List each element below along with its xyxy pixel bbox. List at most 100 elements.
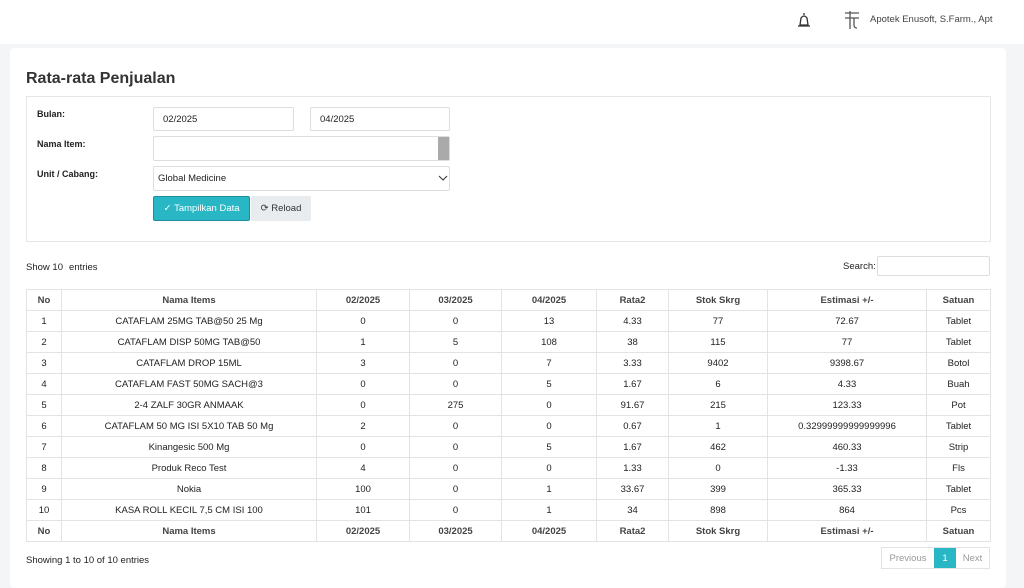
table-cell: 3 (26, 352, 62, 374)
column-header[interactable]: Satuan (926, 289, 991, 311)
table-cell: Botol (926, 352, 991, 374)
topbar: Apotek Enusoft, S.Farm., Apt (0, 0, 1024, 44)
column-header: Nama Items (61, 520, 317, 542)
page-button[interactable]: 1 (934, 548, 956, 568)
table-cell: 1 (501, 499, 597, 521)
month-from[interactable]: 02/2025 (153, 107, 294, 131)
table-cell: 9 (26, 478, 62, 500)
user-name[interactable]: Apotek Enusoft, S.Farm., Apt (870, 14, 993, 25)
table-cell: 0.32999999999999996 (767, 415, 927, 437)
scrollbar (438, 137, 449, 160)
column-header[interactable]: Estimasi +/- (767, 289, 927, 311)
table-cell: Nokia (61, 478, 317, 500)
column-header[interactable]: Nama Items (61, 289, 317, 311)
table-cell: 0.67 (596, 415, 669, 437)
column-header[interactable]: 02/2025 (316, 289, 410, 311)
table-cell: 5 (26, 394, 62, 416)
table-cell: 1.67 (596, 436, 669, 458)
column-header[interactable]: Rata2 (596, 289, 669, 311)
table-cell: 108 (501, 331, 597, 353)
table-row: 7 Kinangesic 500 Mg 0 0 5 1.67 462 460.33 Strip (26, 436, 991, 458)
table-cell: 6 (668, 373, 768, 395)
table-cell: 115 (668, 331, 768, 353)
column-header: 04/2025 (501, 520, 597, 542)
table-cell: CATAFLAM 25MG TAB@50 25 Mg (61, 310, 317, 332)
table-cell: Tablet (926, 415, 991, 437)
table-cell: 9398.67 (767, 352, 927, 374)
data-table: No Nama Items 02/2025 03/2025 04/2025 Rata2 St… (26, 289, 991, 542)
month-to[interactable]: 04/2025 (310, 107, 450, 131)
column-header[interactable]: No (26, 289, 62, 311)
table-cell: CATAFLAM DISP 50MG TAB@50 (61, 331, 317, 353)
table-cell: 4.33 (767, 373, 927, 395)
table-cell: 0 (316, 436, 410, 458)
table-cell: 0 (409, 310, 502, 332)
table-cell: Buah (926, 373, 991, 395)
table-cell: 1 (501, 478, 597, 500)
column-header[interactable]: Stok Skrg (668, 289, 768, 311)
table-cell: 4 (316, 457, 410, 479)
table-cell: Fls (926, 457, 991, 479)
table-cell: 2 (26, 331, 62, 353)
table-cell: Kinangesic 500 Mg (61, 436, 317, 458)
page-title: Rata-rata Penjualan (26, 70, 176, 87)
table-cell: 0 (409, 415, 502, 437)
table-cell: 0 (316, 394, 410, 416)
table-row: 3 CATAFLAM DROP 15ML 3 0 7 3.33 9402 9398.67 Bot… (26, 352, 991, 374)
table-cell: 33.67 (596, 478, 669, 500)
table-cell: 0 (668, 457, 768, 479)
table-cell: 100 (316, 478, 410, 500)
table-cell: KASA ROLL KECIL 7,5 CM ISI 100 (61, 499, 317, 521)
table-cell: 4.33 (596, 310, 669, 332)
table-cell: 38 (596, 331, 669, 353)
table-cell: 1.67 (596, 373, 669, 395)
table-cell: 365.33 (767, 478, 927, 500)
table-cell: 101 (316, 499, 410, 521)
table-row: 6 CATAFLAM 50 MG ISI 5X10 TAB 50 Mg 2 0 0 0.6… (26, 415, 991, 437)
table-cell: 215 (668, 394, 768, 416)
table-cell: 0 (501, 457, 597, 479)
next-button[interactable]: Next (962, 552, 983, 564)
reload-button[interactable]: ⟳ Reload (251, 196, 311, 221)
table-row: 5 2-4 ZALF 30GR ANMAAK 0 275 0 91.67 215 123.33… (26, 394, 991, 416)
table-cell: Tablet (926, 331, 991, 353)
table-cell: 462 (668, 436, 768, 458)
header-row: No Nama Items 02/2025 03/2025 04/2025 Rata2 St… (26, 289, 991, 311)
search-input[interactable] (877, 256, 990, 276)
submit-button[interactable]: ✓ Tampilkan Data (153, 196, 250, 221)
unit-select[interactable]: Global Medicine (153, 166, 450, 191)
column-header: Rata2 (596, 520, 669, 542)
table-cell: 0 (409, 373, 502, 395)
table-cell: Tablet (926, 310, 991, 332)
table-cell: Pcs (926, 499, 991, 521)
table-cell: 0 (409, 478, 502, 500)
table-cell: CATAFLAM DROP 15ML (61, 352, 317, 374)
column-header[interactable]: 03/2025 (409, 289, 502, 311)
column-header: Satuan (926, 520, 991, 542)
column-header[interactable]: 04/2025 (501, 289, 597, 311)
table-cell: 0 (316, 310, 410, 332)
prev-button[interactable]: Previous (889, 552, 927, 564)
table-cell: Strip (926, 436, 991, 458)
table-cell: 7 (26, 436, 62, 458)
table-cell: 0 (316, 373, 410, 395)
length-control: Show 10 entries (26, 262, 98, 273)
table-cell: 34 (596, 499, 669, 521)
label: Unit / Cabang: (37, 169, 98, 179)
table-row: 9 Nokia 100 0 1 33.67 399 365.33 Tablet (26, 478, 991, 500)
table-cell: 1 (26, 310, 62, 332)
table-cell: 5 (409, 331, 502, 353)
table-cell: 460.33 (767, 436, 927, 458)
table-cell: 91.67 (596, 394, 669, 416)
bell-icon[interactable] (796, 11, 812, 29)
column-header: Stok Skrg (668, 520, 768, 542)
length-select[interactable]: 10 (52, 262, 63, 273)
button-text: Tampilkan Data (174, 203, 240, 214)
table-row: 2 CATAFLAM DISP 50MG TAB@50 1 5 108 38 115 77 Ta… (26, 331, 991, 353)
search-label: Search: (843, 261, 876, 272)
label: Bulan: (37, 109, 65, 119)
table-cell: 0 (409, 499, 502, 521)
item-input[interactable] (153, 136, 450, 161)
table-cell: 275 (409, 394, 502, 416)
avatar-logo[interactable] (842, 9, 862, 31)
